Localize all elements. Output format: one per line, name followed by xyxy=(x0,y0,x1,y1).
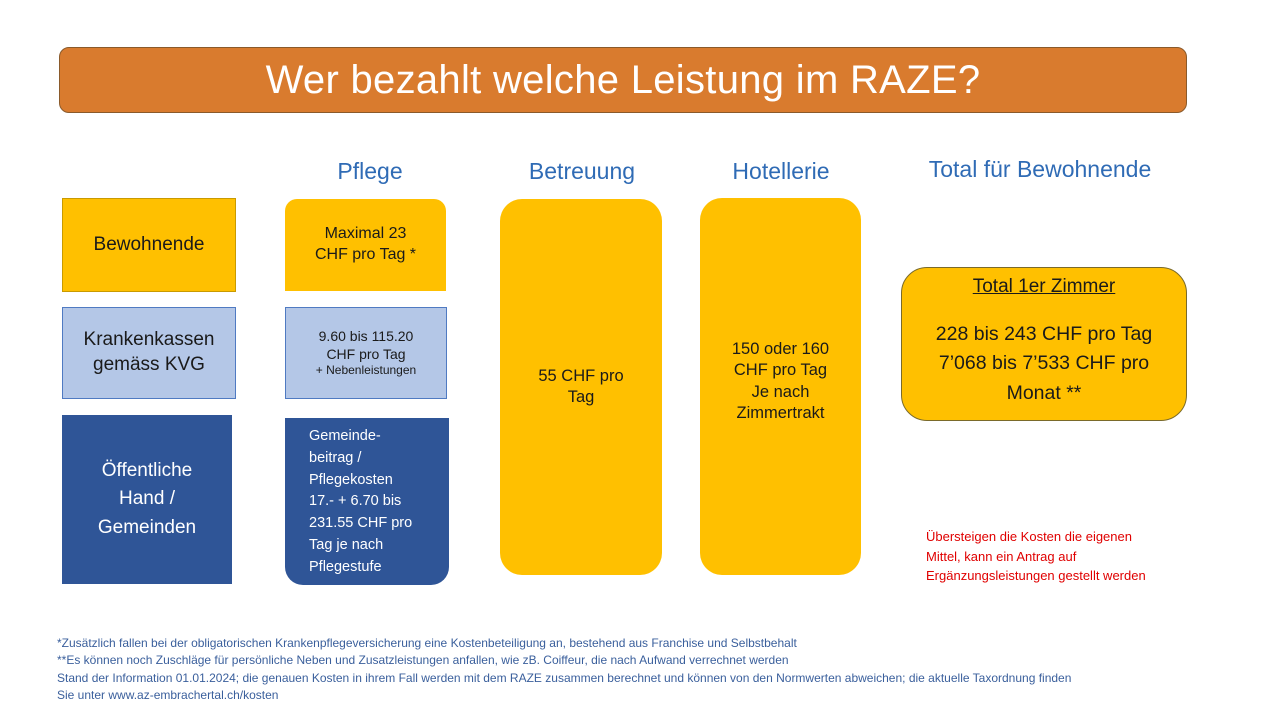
pflege-gemeinde-line: Pflegekosten xyxy=(309,471,393,488)
ergaenzungsleistungen-note: Übersteigen die Kosten die eigenen Mitte… xyxy=(926,529,1146,583)
pflege-kk-line2: CHF pro Tag xyxy=(326,346,406,363)
pflege-bewohnende-line2: CHF pro Tag * xyxy=(314,246,417,263)
pflege-gemeinde-line: 17.- + 6.70 bis xyxy=(309,493,402,510)
column-header-pflege: Pflege xyxy=(337,158,403,184)
row-label-krankenkassen: Krankenkassen gemäss KVG xyxy=(62,307,236,399)
hotellerie-line1: 150 oder 160 xyxy=(731,339,830,358)
hotellerie-cell: 150 oder 160 CHF pro Tag Je nach Zimmert… xyxy=(700,198,861,575)
betreuung-line1: 55 CHF pro xyxy=(538,366,624,385)
row-label-oeffentlich-line3: Gemeinden xyxy=(97,516,197,538)
hotellerie-line2: CHF pro Tag xyxy=(733,361,828,380)
pflege-bewohnende-cell: Maximal 23 CHF pro Tag * xyxy=(285,199,446,291)
row-label-oeffentlich-line1: Öffentliche xyxy=(101,459,193,481)
footnote-line: **Es können noch Zuschläge für persönlic… xyxy=(57,653,789,668)
hotellerie-line4: Zimmertrakt xyxy=(736,403,825,422)
pflege-gemeinde-line: Tag je nach xyxy=(309,536,384,553)
pflege-gemeinde-line: Gemeinde- xyxy=(309,428,381,444)
betreuung-line2: Tag xyxy=(567,388,595,406)
pflege-gemeinde-line: 231.55 CHF pro xyxy=(309,515,413,531)
row-label-krankenkassen-line1: Krankenkassen xyxy=(83,329,215,351)
page-title: Wer bezahlt welche Leistung im RAZE? xyxy=(59,47,1187,113)
column-header-total: Total für Bewohnende xyxy=(928,156,1152,182)
total-heading: Total 1er Zimmer xyxy=(972,276,1116,297)
total-line1: 228 bis 243 CHF pro Tag xyxy=(935,323,1153,345)
row-label-bewohnende-text: Bewohnende xyxy=(93,233,205,255)
pflege-krankenkassen-cell: 9.60 bis 115.20 CHF pro Tag + Nebenleist… xyxy=(285,307,447,399)
row-label-bewohnende: Bewohnende xyxy=(62,198,236,292)
column-header-hotellerie: Hotellerie xyxy=(732,158,830,184)
footnote-line: Sie unter www.az-embrachertal.ch/kosten xyxy=(57,688,279,703)
row-label-oeffentlich-line2: Hand / xyxy=(119,488,175,510)
footnote-line: *Zusätzlich fallen bei der obligatorisch… xyxy=(57,636,797,650)
pflege-gemeinde-line: beitrag / xyxy=(309,449,362,466)
pflege-kk-line1: 9.60 bis 115.20 xyxy=(318,328,414,345)
row-label-krankenkassen-line2: gemäss KVG xyxy=(93,354,205,375)
column-header-betreuung: Betreuung xyxy=(528,158,636,184)
footnote-line: Stand der Information 01.01.2024; die ge… xyxy=(57,670,1072,685)
pflege-kk-line3: + Nebenleistungen xyxy=(315,363,417,378)
pflege-gemeinde-line: Pflegestufe xyxy=(309,558,382,575)
pflege-bewohnende-line1: Maximal 23 xyxy=(324,225,407,243)
total-line3: Monat ** xyxy=(1006,381,1082,404)
total-cell: Total 1er Zimmer 228 bis 243 CHF pro Tag… xyxy=(901,267,1187,421)
total-line2: 7’068 bis 7’533 CHF pro xyxy=(938,352,1150,375)
hotellerie-line3: Je nach xyxy=(751,382,810,401)
betreuung-cell: 55 CHF pro Tag xyxy=(500,199,662,575)
pflege-gemeinde-cell: Gemeinde- beitrag / Pflegekosten 17.- + … xyxy=(285,418,449,585)
row-label-oeffentliche-hand: Öffentliche Hand / Gemeinden xyxy=(62,415,232,584)
footnotes: *Zusätzlich fallen bei der obligatorisch… xyxy=(57,635,1217,705)
